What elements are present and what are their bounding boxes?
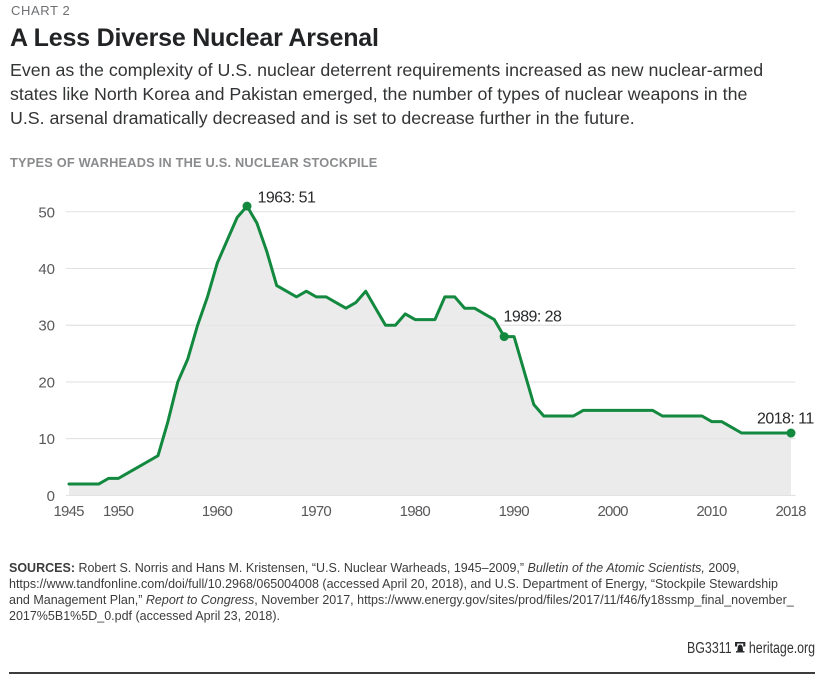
svg-text:1980: 1980 [400,503,431,520]
svg-text:1989: 28: 1989: 28 [504,309,563,326]
svg-text:2000: 2000 [597,503,628,520]
svg-text:30: 30 [38,318,55,335]
svg-text:1990: 1990 [499,503,530,520]
svg-text:0: 0 [47,488,55,505]
svg-text:1960: 1960 [202,503,233,520]
svg-text:1950: 1950 [103,503,134,520]
svg-text:2010: 2010 [696,503,727,520]
svg-text:2018: 2018 [776,503,807,520]
svg-text:1945: 1945 [54,503,85,520]
svg-text:2018: 11: 2018: 11 [757,411,814,428]
svg-text:20: 20 [38,374,55,391]
svg-text:50: 50 [38,204,55,221]
svg-text:40: 40 [38,261,55,278]
svg-text:1963: 51: 1963: 51 [258,190,317,207]
svg-text:1970: 1970 [301,503,332,520]
svg-text:10: 10 [38,431,55,448]
